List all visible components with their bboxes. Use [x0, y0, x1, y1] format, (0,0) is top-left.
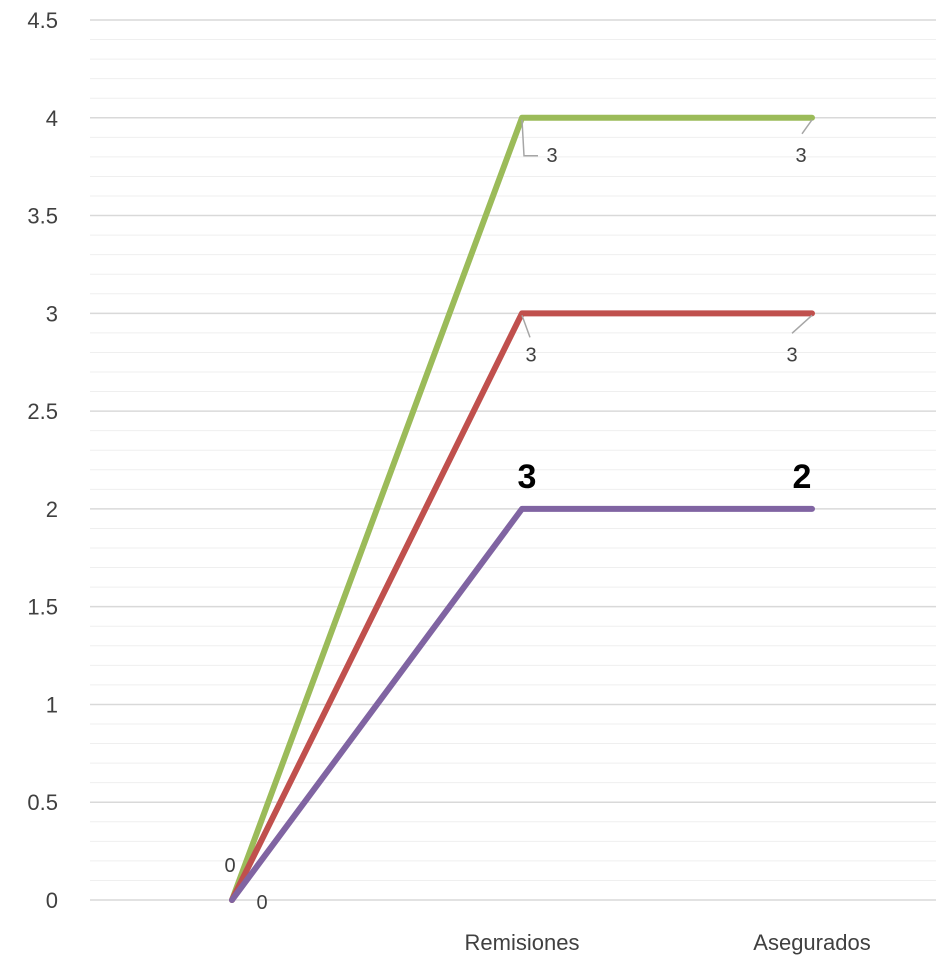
data-label-series-3: 3: [518, 458, 537, 496]
series-line-3: [229, 505, 815, 903]
x-tick-label: Asegurados: [753, 930, 870, 955]
y-tick-label: 1.5: [27, 595, 58, 620]
y-tick-label: 2: [46, 497, 58, 522]
data-label-series-1: 3: [795, 145, 806, 167]
data-label-series-1: 3: [546, 145, 557, 167]
data-label-series-1: 0: [224, 855, 235, 877]
data-label-series-2: 3: [525, 344, 536, 366]
data-label-series-3: 0: [256, 892, 267, 914]
data-label-leader: [791, 314, 813, 334]
y-tick-label: 4.5: [27, 8, 58, 33]
data-label-leader: [801, 119, 813, 135]
y-tick-label: 1: [46, 692, 58, 717]
y-tick-label: 2.5: [27, 399, 58, 424]
y-tick-label: 0.5: [27, 790, 58, 815]
series-lines: [229, 114, 815, 903]
y-tick-label: 3: [46, 301, 58, 326]
series-line-2: [229, 310, 815, 903]
y-axis-tick-labels: 0 0.5 1 1.5 2 2.5 3 3.5 4 4.5: [27, 8, 58, 913]
data-label-leader: [521, 315, 531, 338]
data-label-leader: [521, 119, 538, 157]
x-tick-label: Remisiones: [465, 930, 580, 955]
y-tick-label: 0: [46, 888, 58, 913]
gridlines: [90, 19, 936, 901]
y-tick-label: 3.5: [27, 204, 58, 229]
y-tick-label: 4: [46, 106, 58, 131]
series-line-1: [229, 114, 815, 903]
data-label-leader-lines: [521, 119, 813, 338]
x-axis-tick-labels: Remisiones Asegurados: [465, 930, 871, 955]
data-labels: 0 3 3 3 3 0 3 2: [224, 145, 811, 914]
data-label-series-2: 3: [786, 344, 797, 366]
data-label-series-3: 2: [793, 458, 812, 496]
